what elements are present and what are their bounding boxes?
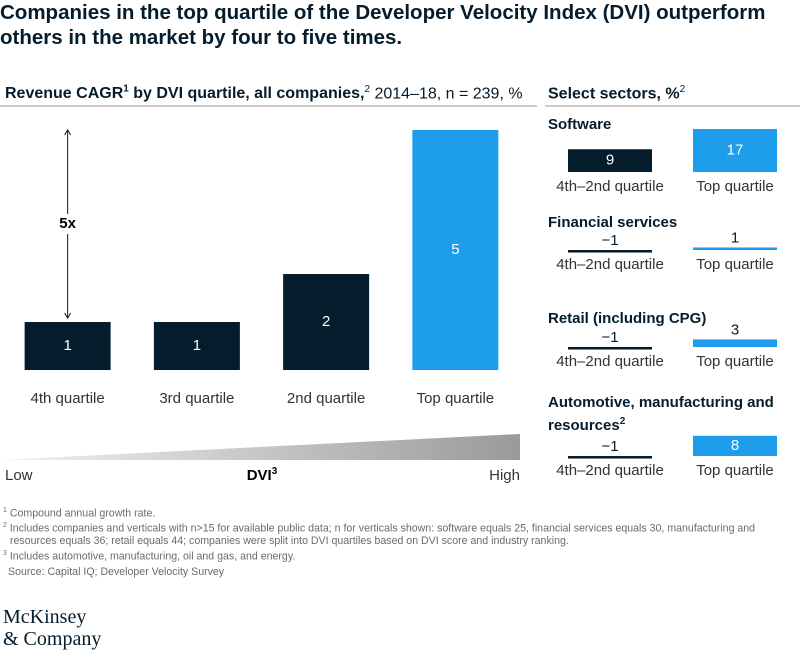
bar [153, 322, 240, 370]
value-label: 2 [322, 313, 330, 330]
footnote: 1 Compound annual growth rate. [3, 505, 783, 520]
x-tick-label: Top quartile [696, 178, 774, 195]
footnote-text: Compound annual growth rate. [9, 507, 156, 520]
value-label: −1 [601, 232, 618, 249]
logo: McKinsey & Company [3, 606, 101, 650]
title-part: Retail (including CPG) [548, 310, 707, 327]
x-tick-label: 4th–2nd quartile [556, 178, 664, 195]
value-label: 1 [731, 229, 739, 246]
value-label: −1 [601, 438, 618, 455]
annotation-bg [55, 214, 80, 234]
bar [693, 247, 777, 250]
chart: 1 4th quartile 1 3rd quartile 2 2nd quartile 5… [0, 105, 800, 484]
title-sup: 2 [679, 84, 686, 95]
title-part: Revenue CAGR [5, 85, 124, 103]
title-sup: 1 [123, 84, 129, 95]
value-label: 1 [63, 337, 71, 354]
title-part: Software [548, 116, 612, 133]
title-part: 2014–18, n = 239, % [370, 85, 523, 103]
bar [412, 130, 499, 370]
x-tick-label: 4th–2nd quartile [556, 353, 664, 370]
x-axis-label: DVI3 [247, 466, 278, 484]
title-part: Select sectors, % [548, 85, 680, 103]
bar [568, 456, 652, 459]
x-axis-label-sup: 3 [272, 466, 278, 477]
title-part: Automotive, manufacturing and resources [548, 394, 774, 434]
logo-line: McKinsey [3, 606, 87, 628]
value-label: 9 [606, 152, 614, 169]
bar [693, 435, 777, 456]
page-title: Companies in the top quartile of the Dev… [0, 1, 766, 49]
sector-title: Automotive, manufacturing and resources2 [548, 393, 788, 435]
title-part: Financial services [548, 214, 678, 231]
bar [24, 322, 111, 370]
bar [568, 347, 652, 350]
chart-title: Revenue CAGR1 by DVI quartile, all compa… [5, 84, 523, 103]
sector-title: Retail (including CPG) [548, 309, 788, 328]
bar [693, 129, 777, 172]
x-tick-label: Top quartile [417, 390, 495, 407]
footnote-text: Includes companies and verticals with n>… [9, 522, 756, 548]
sector-title: Software [548, 115, 788, 134]
value-label: 5 [451, 241, 459, 258]
sectors-title: Select sectors, %2 [548, 84, 685, 103]
footnote-mark: 2 [3, 522, 7, 530]
x-tick-label: Top quartile [696, 353, 774, 370]
bar [568, 250, 652, 253]
footnote-mark: 3 [3, 549, 7, 557]
logo-line: & Company [3, 628, 102, 650]
value-label: 3 [731, 321, 739, 338]
footnotes: 1 Compound annual growth rate. 2 Includes… [3, 505, 783, 563]
x-tick-label: Top quartile [696, 256, 774, 273]
x-range-label: Low [5, 467, 33, 484]
footnote-text: Includes automotive, manufacturing, oil … [9, 550, 296, 563]
annotation: 5x [59, 215, 76, 232]
value-label: 8 [731, 437, 739, 454]
title-sup: 2 [364, 84, 370, 95]
x-tick-label: 4th–2nd quartile [556, 256, 664, 273]
source: Source: Capital IQ; Developer Velocity S… [8, 566, 225, 578]
footnote-mark: 1 [3, 507, 7, 514]
footnote: 2 Includes companies and verticals with … [3, 520, 783, 548]
x-tick-label: 4th quartile [31, 390, 105, 407]
sector-title: Financial services [548, 213, 788, 232]
bar [283, 274, 370, 370]
value-label: −1 [601, 329, 618, 346]
x-tick-label: 2nd quartile [287, 390, 365, 407]
value-label: 1 [193, 337, 201, 354]
dvi-ramp [0, 434, 520, 460]
x-range-label: High [489, 467, 520, 484]
arrow-head [64, 129, 72, 136]
bar [568, 149, 652, 172]
x-tick-label: Top quartile [696, 462, 774, 479]
x-tick-label: 3rd quartile [159, 390, 234, 407]
value-label: 17 [727, 141, 744, 158]
title-sup: 2 [619, 416, 626, 427]
x-axis-label-text: DVI [247, 467, 272, 484]
arrow-head [64, 312, 72, 319]
footnote: 3 Includes automotive, manufacturing, oi… [3, 548, 783, 563]
x-tick-label: 4th–2nd quartile [556, 462, 664, 479]
title-part: by DVI quartile, all companies, [128, 85, 365, 103]
bar [693, 339, 777, 347]
